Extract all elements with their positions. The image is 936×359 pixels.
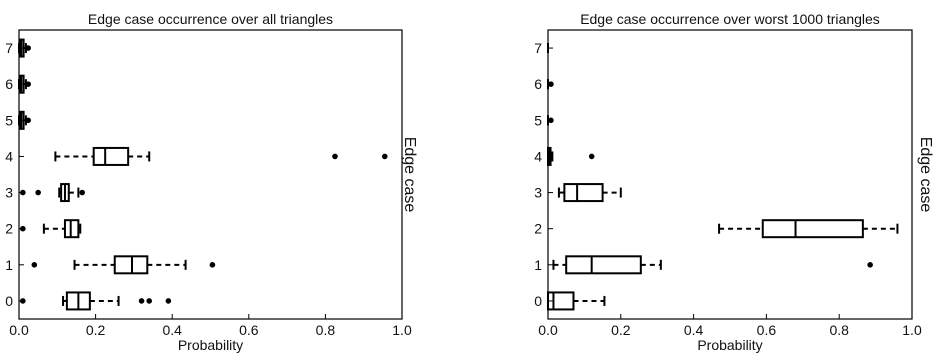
y-tick-label: 5 [5, 112, 13, 128]
x-axis-label: Probability [178, 337, 243, 353]
y-tick-label: 4 [5, 148, 13, 164]
x-tick-label: 0.0 [538, 322, 558, 338]
flier-point [165, 298, 172, 304]
flier-point [588, 153, 595, 160]
x-tick-label: 0.6 [239, 322, 259, 338]
x-tick-label: 0.2 [611, 322, 631, 338]
x-tick-label: 0.4 [684, 322, 704, 338]
flier-point [381, 153, 388, 160]
x-tick-label: 0.8 [316, 322, 336, 338]
plot-frame [18, 29, 403, 320]
x-tick-label: 0.0 [9, 322, 29, 338]
x-tick-label: 0.2 [86, 322, 106, 338]
y-tick-label: 3 [534, 185, 542, 201]
box-1 [552, 255, 873, 275]
flier-point [35, 189, 41, 196]
y-tick-label: 6 [534, 76, 542, 92]
box-0 [20, 291, 172, 311]
y-tick-label: 6 [5, 76, 13, 92]
box-2 [718, 219, 899, 239]
y-axis-label: Edge case [917, 137, 934, 213]
box-iqr [563, 183, 604, 203]
y-tick-label: 4 [534, 148, 542, 164]
y-tick-label: 2 [5, 221, 13, 237]
flier-point [25, 81, 31, 87]
x-tick-label: 1.0 [902, 322, 922, 338]
y-tick-label: 0 [5, 293, 13, 309]
y-tick-label: 1 [534, 257, 542, 273]
x-axis-label: Probability [697, 337, 762, 353]
box-iqr [565, 255, 642, 275]
box-iqr [761, 219, 864, 239]
flier-point [25, 45, 31, 51]
y-tick-label: 0 [534, 293, 542, 309]
flier-point [138, 298, 145, 304]
y-tick-label: 5 [534, 112, 542, 128]
y-tick-label: 7 [534, 40, 542, 56]
x-tick-label: 0.8 [829, 322, 849, 338]
flier-point [209, 262, 216, 268]
chart-title: Edge case occurrence over all triangles [88, 11, 333, 27]
y-tick-label: 1 [5, 257, 13, 273]
flier-point [146, 298, 153, 304]
flier-point [332, 153, 338, 160]
x-tick-label: 0.6 [757, 322, 777, 338]
box-3 [557, 183, 622, 203]
y-tick-label: 7 [5, 40, 13, 56]
box-0 [547, 291, 606, 311]
flier-point [31, 262, 38, 268]
box-4 [54, 146, 388, 166]
plot-frame [547, 29, 913, 320]
y-tick-label: 3 [5, 185, 13, 201]
x-tick-label: 0.4 [162, 322, 182, 338]
chart-title: Edge case occurrence over worst 1000 tri… [580, 11, 880, 27]
y-tick-label: 2 [534, 221, 542, 237]
flier-point [867, 262, 873, 268]
flier-point [25, 117, 31, 124]
box-iqr [92, 146, 130, 166]
flier-point [79, 189, 85, 196]
box-4 [547, 146, 595, 166]
box-1 [31, 255, 216, 275]
y-axis-label: Edge case [401, 137, 418, 213]
x-tick-label: 1.0 [392, 322, 412, 338]
